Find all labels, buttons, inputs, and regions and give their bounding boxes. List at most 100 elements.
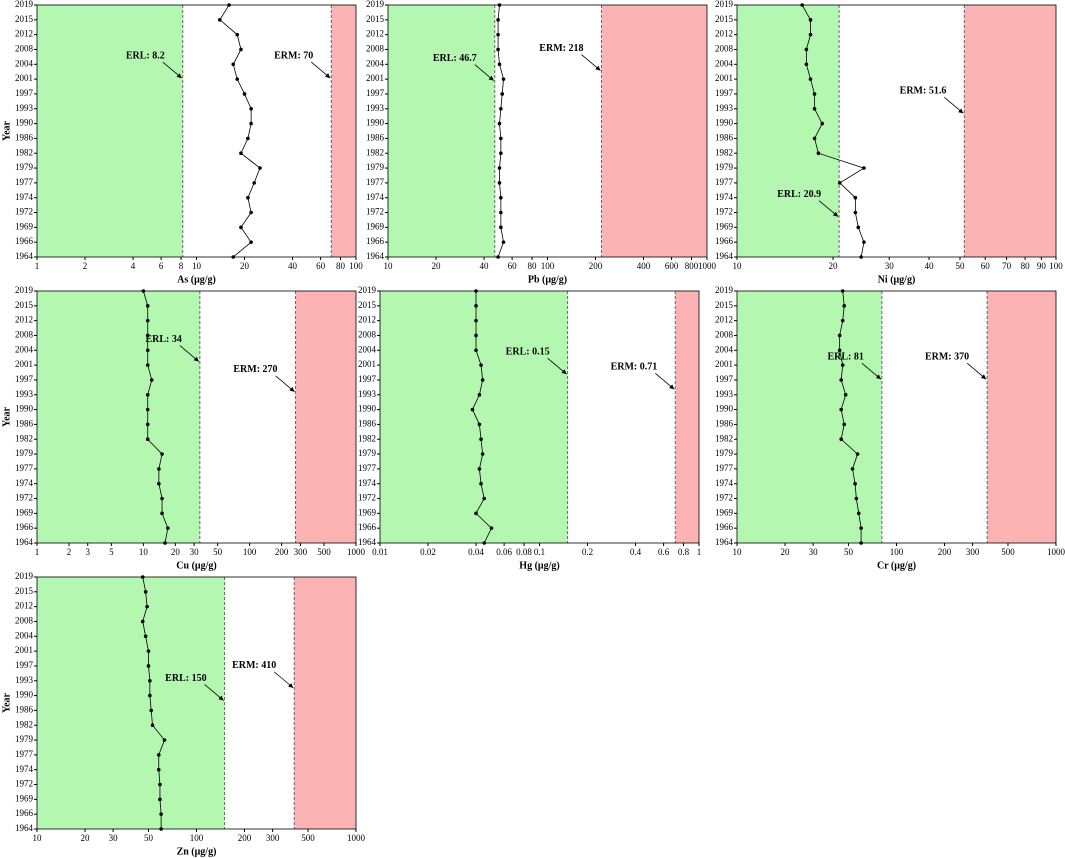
x-tick-label: 200 <box>938 547 952 557</box>
y-tick-label: 1977 <box>358 463 377 473</box>
y-tick-label: 1974 <box>15 764 34 774</box>
data-point <box>859 541 863 545</box>
y-tick-label: 1972 <box>715 493 733 503</box>
data-point <box>474 318 478 323</box>
data-point <box>500 92 505 96</box>
data-point <box>145 422 150 427</box>
y-tick-label: 2012 <box>366 29 384 39</box>
y-tick-label: 2008 <box>15 616 34 626</box>
y-tick-label: 1977 <box>15 463 34 473</box>
data-point <box>497 121 502 126</box>
data-point <box>249 106 253 111</box>
x-tick-label: 500 <box>317 547 331 557</box>
erl-label: ERL: 150 <box>165 673 206 684</box>
erm-zone <box>987 291 1056 543</box>
y-tick-label: 2019 <box>15 0 34 9</box>
data-point <box>249 210 253 215</box>
x-tick-label: 20 <box>829 261 839 271</box>
data-point <box>156 753 161 757</box>
x-tick-label: 40 <box>288 261 298 271</box>
data-point <box>246 195 250 200</box>
y-axis-label: Year <box>1 692 12 713</box>
data-line <box>142 576 165 829</box>
data-point <box>842 304 846 308</box>
y-tick-label: 2012 <box>715 315 733 325</box>
data-point <box>808 32 813 37</box>
data-point <box>499 106 503 111</box>
data-point <box>252 181 256 185</box>
data-point <box>482 541 486 545</box>
x-tick-label: 10 <box>139 547 149 557</box>
data-point <box>804 62 809 67</box>
data-point <box>239 151 243 156</box>
x-tick-label: 0.1 <box>534 547 545 557</box>
erl-label: ERL: 20.9 <box>777 189 821 200</box>
data-point <box>812 106 817 111</box>
y-tick-label: 1990 <box>15 404 34 414</box>
data-point <box>158 782 162 787</box>
y-tick-label: 1997 <box>366 88 385 98</box>
data-point <box>140 619 145 624</box>
data-point <box>160 511 164 516</box>
y-tick-label: 1972 <box>366 207 384 217</box>
x-tick-label: 30 <box>190 547 200 557</box>
y-tick-label: 2001 <box>715 73 733 83</box>
x-tick-label: 1 <box>35 547 40 557</box>
erl-label: ERL: 81 <box>827 351 863 362</box>
y-tick-label: 2012 <box>15 315 33 325</box>
y-tick-label: 1993 <box>15 103 34 113</box>
y-tick-label: 2015 <box>358 300 377 310</box>
erm-label: ERM: 70 <box>274 50 313 61</box>
x-tick-label: 40 <box>925 261 935 271</box>
data-point <box>497 166 502 170</box>
y-tick-label: 1990 <box>15 690 34 700</box>
data-point <box>842 422 846 427</box>
y-tick-label: 1986 <box>15 418 34 428</box>
y-tick-label: 1990 <box>715 404 734 414</box>
data-point <box>479 363 483 367</box>
y-tick-label: 1977 <box>715 177 734 187</box>
data-point <box>856 511 861 516</box>
y-tick-label: 1986 <box>358 418 377 428</box>
y-tick-label: 1986 <box>15 704 34 714</box>
data-point <box>246 136 250 141</box>
erl-arrow <box>818 200 839 217</box>
y-tick-label: 1982 <box>15 719 33 729</box>
x-tick-label: 300 <box>966 547 980 557</box>
y-tick-label: 2015 <box>715 14 734 24</box>
y-tick-label: 2004 <box>715 344 734 354</box>
erm-label: ERM: 370 <box>925 351 969 362</box>
erm-arrow <box>311 61 331 79</box>
y-tick-label: 1966 <box>358 522 377 532</box>
x-tick-label: 20 <box>432 261 442 271</box>
erl-zone <box>737 291 882 543</box>
y-tick-label: 1972 <box>15 207 33 217</box>
data-point <box>146 649 151 653</box>
erm-zone <box>331 5 356 257</box>
y-tick-label: 2019 <box>715 0 734 9</box>
x-tick-label: 0.02 <box>420 547 436 557</box>
x-tick-label: 60 <box>981 261 991 271</box>
y-tick-label: 1982 <box>15 147 33 157</box>
y-tick-label: 2004 <box>15 630 34 640</box>
erl-arrow <box>204 684 224 701</box>
data-point <box>145 363 150 367</box>
x-tick-label: 0.08 <box>516 547 532 557</box>
y-tick-label: 2001 <box>715 359 733 369</box>
data-point <box>837 333 842 338</box>
y-tick-label: 1997 <box>715 88 734 98</box>
y-tick-label: 2008 <box>715 330 734 340</box>
erm-zone <box>601 5 707 257</box>
erm-arrow <box>275 375 295 393</box>
data-point <box>496 32 500 37</box>
erm-label: ERM: 51.6 <box>900 86 947 97</box>
y-tick-label: 2015 <box>15 14 34 24</box>
data-point <box>242 92 247 96</box>
y-tick-label: 2004 <box>366 58 385 68</box>
data-point <box>855 452 860 456</box>
data-point <box>499 195 503 200</box>
x-tick-label: 1 <box>35 261 40 271</box>
y-tick-label: 2015 <box>366 14 385 24</box>
y-tick-label: 1972 <box>358 493 376 503</box>
